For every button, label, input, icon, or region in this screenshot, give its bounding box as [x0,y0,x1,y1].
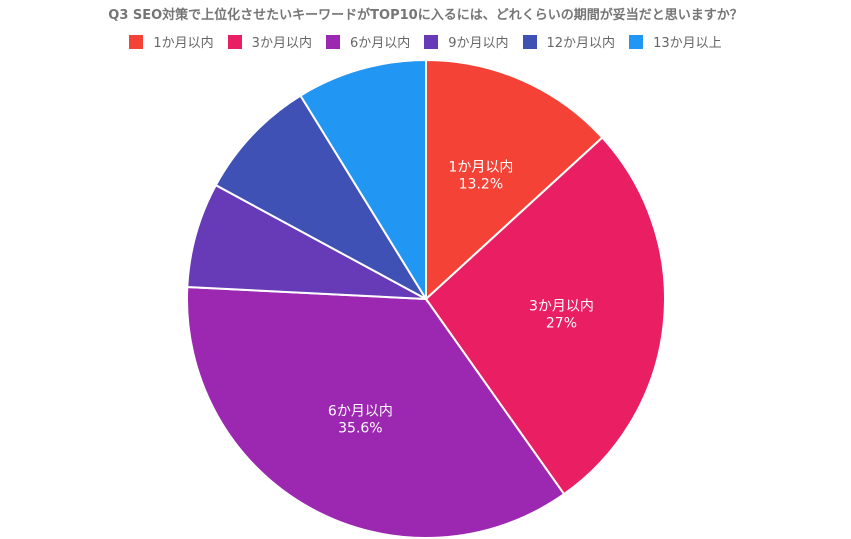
legend-label: 12か月以内 [546,36,616,51]
slice-percent-label: 35.6% [338,420,382,436]
legend: 1か月以内 3か月以内 6か月以内 9か月以内 12か月以内 13か月以上 [0,32,851,51]
pie-slice-6-months[interactable] [186,285,566,539]
legend-swatch [227,34,242,49]
legend-item-6-months[interactable]: 6か月以内 [325,32,411,51]
pie-slice-13-months-plus[interactable] [299,58,427,303]
legend-label: 1か月以内 [153,36,214,51]
legend-swatch [522,34,537,49]
slice-category-label: 6か月以内 [328,403,393,419]
legend-label: 9か月以内 [448,36,509,51]
legend-swatch [629,34,644,49]
legend-item-1-month[interactable]: 1か月以内 [129,32,214,51]
legend-label: 6か月以内 [349,36,411,51]
pie-slice-1-month[interactable] [425,58,604,302]
legend-label: 3か月以内 [251,36,312,51]
legend-item-13-months-plus[interactable]: 13か月以上 [629,32,722,51]
slice-category-label: 1か月以内 [448,159,513,175]
pie-slice-3-months[interactable] [424,136,667,496]
slice-category-label: 3か月以内 [529,299,594,315]
slice-percent-label: 27% [546,316,577,332]
legend-swatch [325,34,340,49]
pie-slice-12-months[interactable] [214,94,429,302]
slice-percent-label: 13.2% [459,176,503,192]
legend-item-9-months[interactable]: 9か月以内 [424,32,509,51]
chart-title: Q3 SEO対策で上位化させたいキーワードがTOP10に入るには、どれくらいの期… [108,8,743,23]
legend-swatch [129,34,144,49]
legend-label: 13か月以上 [653,36,722,51]
legend-swatch [424,34,439,49]
legend-item-3-months[interactable]: 3か月以内 [227,32,312,51]
pie-slice-9-months[interactable] [186,183,427,300]
legend-item-12-months[interactable]: 12か月以内 [522,32,616,51]
